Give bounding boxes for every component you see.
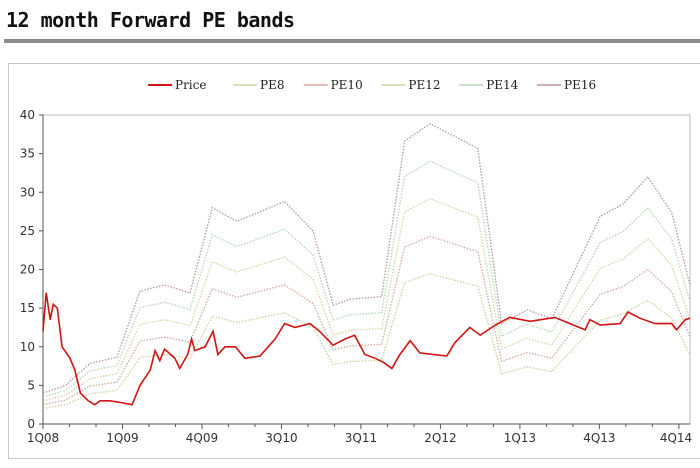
y-tick-label: 35 — [20, 147, 35, 161]
x-tick-label: 1Q08 — [27, 431, 59, 445]
legend-label-pe14: PE14 — [486, 78, 518, 92]
y-tick-label: 0 — [27, 417, 35, 431]
x-tick-label: 1Q09 — [106, 431, 138, 445]
legend-label-pe8: PE8 — [260, 78, 284, 92]
title-divider — [4, 39, 700, 43]
y-tick-label: 25 — [20, 224, 35, 238]
series-line-pe8 — [42, 273, 691, 410]
x-tick-label: 4Q09 — [186, 431, 218, 445]
x-tick-label: 3Q10 — [265, 431, 297, 445]
y-tick-label: 40 — [20, 108, 35, 122]
y-tick-label: 20 — [20, 263, 35, 277]
x-tick-label: 4Q14 — [660, 431, 692, 445]
y-tick-label: 10 — [20, 340, 35, 354]
series-line-price — [42, 292, 691, 406]
y-tick-label: 30 — [20, 185, 35, 199]
series-line-pe16 — [42, 122, 691, 394]
series-line-pe12 — [42, 197, 691, 402]
x-tick-label: 3Q11 — [345, 431, 377, 445]
legend-label-pe12: PE12 — [408, 78, 440, 92]
y-tick-label: 5 — [27, 378, 35, 392]
y-tick-label: 15 — [20, 301, 35, 315]
plot-area — [42, 114, 691, 425]
legend-label-pe16: PE16 — [564, 78, 596, 92]
legend-label-price: Price — [175, 78, 206, 92]
series-line-pe14 — [42, 160, 691, 398]
legend-label-pe10: PE10 — [331, 78, 363, 92]
x-tick-label: 1Q13 — [504, 431, 536, 445]
x-tick-label: 2Q12 — [424, 431, 456, 445]
page-title: 12 month Forward PE bands — [6, 8, 295, 32]
x-tick-label: 4Q13 — [583, 431, 615, 445]
chart-frame — [8, 63, 700, 459]
series-line-pe10 — [42, 235, 691, 406]
